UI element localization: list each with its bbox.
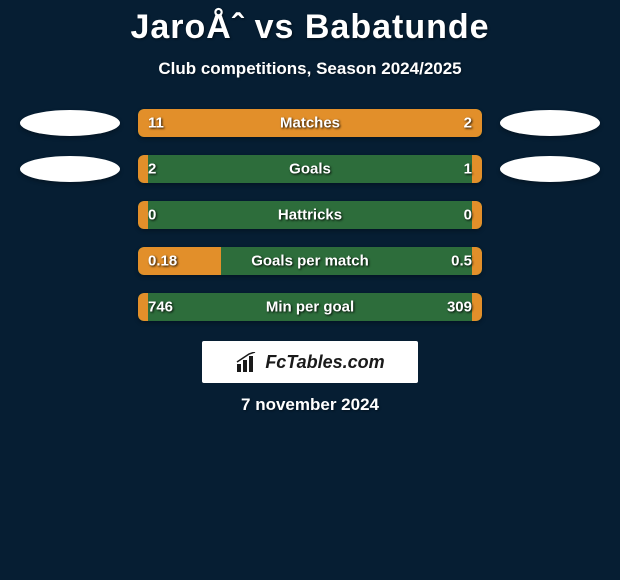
stat-value-right: 0.5 bbox=[451, 253, 472, 270]
page-subtitle: Club competitions, Season 2024/2025 bbox=[0, 59, 620, 79]
stat-value-left: 0 bbox=[148, 207, 156, 224]
page-title: JaroÅˆ vs Babatunde bbox=[0, 8, 620, 47]
stats-list: 11 2 Matches 2 1 Goals 0 0 Hattricks 0.18 0.5 Goals… bbox=[0, 109, 620, 321]
stat-bar: 0.18 0.5 Goals per match bbox=[138, 247, 482, 275]
bar-left-fill bbox=[138, 155, 148, 183]
brand-logo[interactable]: FcTables.com bbox=[202, 341, 418, 383]
stat-value-right: 309 bbox=[447, 299, 472, 316]
bar-left-fill bbox=[138, 109, 403, 137]
bar-left-fill bbox=[138, 293, 148, 321]
stat-value-left: 11 bbox=[148, 115, 164, 132]
stat-bar: 0 0 Hattricks bbox=[138, 201, 482, 229]
stat-row: 0 0 Hattricks bbox=[10, 201, 610, 229]
stat-row: 2 1 Goals bbox=[10, 155, 610, 183]
stat-bar: 2 1 Goals bbox=[138, 155, 482, 183]
stat-label: Min per goal bbox=[266, 299, 354, 316]
bar-left-fill bbox=[138, 201, 148, 229]
stat-row: 0.18 0.5 Goals per match bbox=[10, 247, 610, 275]
stat-bar: 11 2 Matches bbox=[138, 109, 482, 137]
stat-bar: 746 309 Min per goal bbox=[138, 293, 482, 321]
player-right-marker bbox=[500, 110, 600, 136]
stat-label: Hattricks bbox=[278, 207, 342, 224]
stat-row: 11 2 Matches bbox=[10, 109, 610, 137]
player-right-marker bbox=[500, 156, 600, 182]
stat-row: 746 309 Min per goal bbox=[10, 293, 610, 321]
stat-value-right: 2 bbox=[464, 115, 472, 132]
brand-text: FcTables.com bbox=[265, 352, 384, 373]
bar-right-fill bbox=[472, 247, 482, 275]
stat-label: Goals per match bbox=[251, 253, 369, 270]
date-label: 7 november 2024 bbox=[0, 395, 620, 415]
bar-right-fill bbox=[472, 155, 482, 183]
stat-value-left: 746 bbox=[148, 299, 173, 316]
stat-value-right: 1 bbox=[464, 161, 472, 178]
comparison-widget: JaroÅˆ vs Babatunde Club competitions, S… bbox=[0, 0, 620, 415]
stat-label: Goals bbox=[289, 161, 331, 178]
stat-value-right: 0 bbox=[464, 207, 472, 224]
bar-right-fill bbox=[472, 293, 482, 321]
stat-label: Matches bbox=[280, 115, 340, 132]
stat-value-left: 2 bbox=[148, 161, 156, 178]
player-left-marker bbox=[20, 156, 120, 182]
player-left-marker bbox=[20, 110, 120, 136]
stat-value-left: 0.18 bbox=[148, 253, 177, 270]
chart-icon bbox=[235, 352, 259, 372]
bar-right-fill bbox=[472, 201, 482, 229]
